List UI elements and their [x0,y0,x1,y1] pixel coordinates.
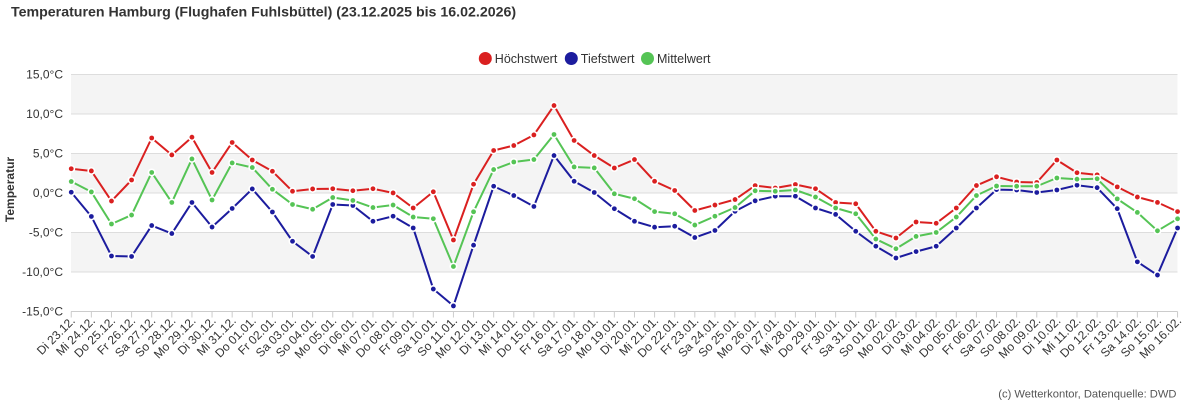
svg-text:15,0°C: 15,0°C [26,68,63,82]
svg-text:-5,0°C: -5,0°C [29,226,63,240]
svg-text:Mittelwert: Mittelwert [657,52,711,66]
svg-text:Höchstwert: Höchstwert [495,52,558,66]
svg-text:5,0°C: 5,0°C [33,147,63,161]
svg-text:Temperatur: Temperatur [3,157,17,222]
svg-text:Temperaturen Hamburg (Flughafe: Temperaturen Hamburg (Flughafen Fuhlsbüt… [11,5,516,21]
svg-text:-15,0°C: -15,0°C [22,305,63,319]
svg-text:(c) Wetterkontor, Datenquelle:: (c) Wetterkontor, Datenquelle: DWD [998,389,1176,400]
svg-text:10,0°C: 10,0°C [26,107,63,121]
svg-text:-10,0°C: -10,0°C [22,265,63,279]
svg-text:0,0°C: 0,0°C [33,186,63,200]
svg-text:Tiefstwert: Tiefstwert [581,52,635,66]
